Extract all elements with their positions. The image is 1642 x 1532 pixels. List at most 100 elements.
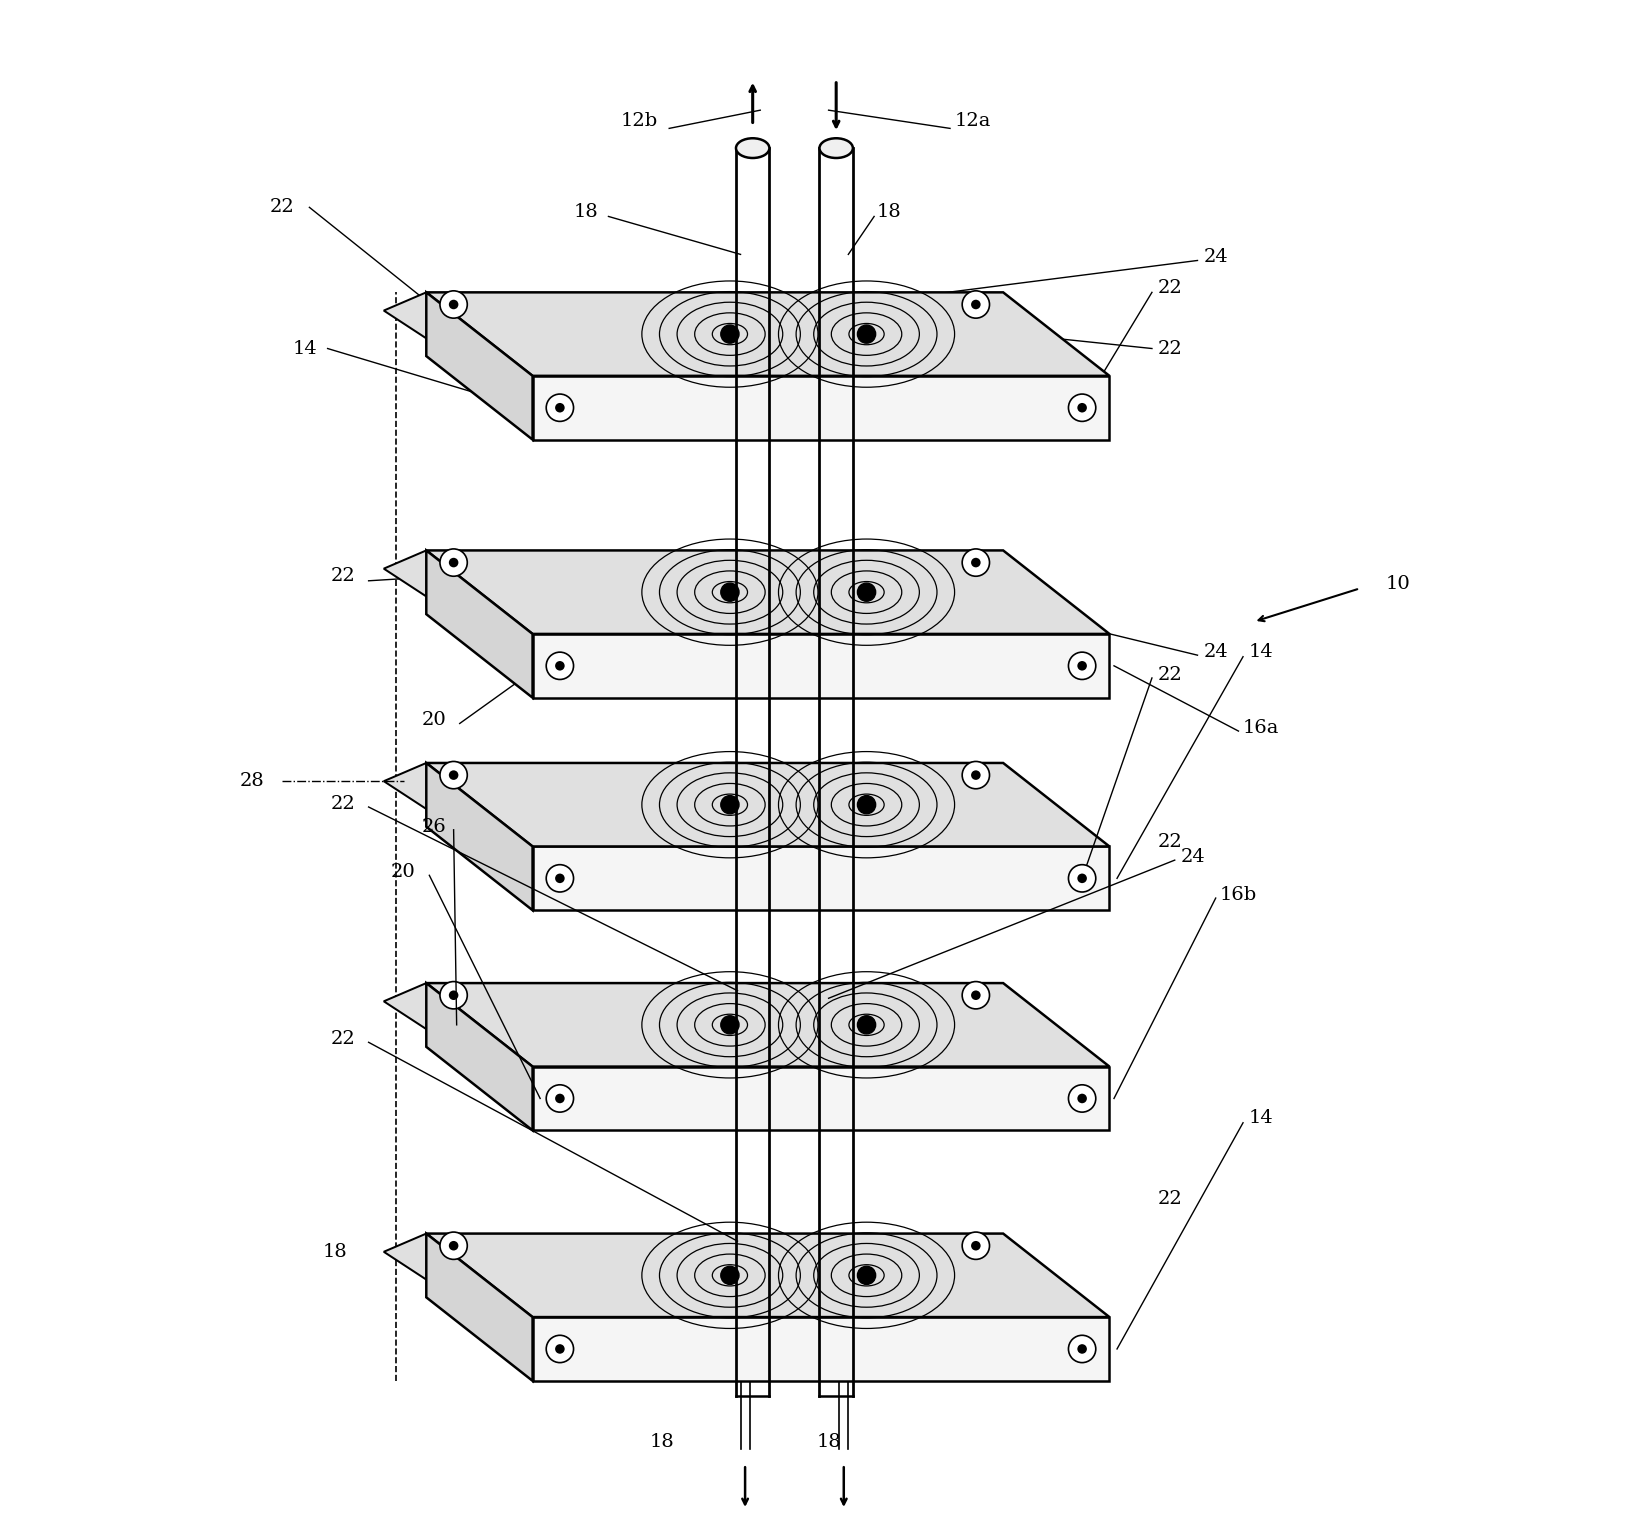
Circle shape bbox=[721, 795, 739, 813]
Polygon shape bbox=[384, 550, 532, 647]
Circle shape bbox=[962, 548, 990, 576]
Polygon shape bbox=[532, 375, 1110, 440]
Circle shape bbox=[970, 991, 980, 1000]
Polygon shape bbox=[427, 763, 1110, 847]
Circle shape bbox=[721, 584, 739, 601]
Text: 26: 26 bbox=[425, 597, 452, 616]
Circle shape bbox=[1069, 864, 1095, 892]
Text: 22: 22 bbox=[1158, 833, 1182, 850]
Text: 18: 18 bbox=[877, 202, 901, 221]
Circle shape bbox=[547, 394, 573, 421]
Ellipse shape bbox=[736, 138, 770, 158]
Circle shape bbox=[1077, 403, 1087, 412]
Ellipse shape bbox=[819, 138, 852, 158]
Circle shape bbox=[448, 991, 458, 1000]
Polygon shape bbox=[532, 1318, 1110, 1380]
Text: 26: 26 bbox=[422, 818, 447, 836]
Text: 14: 14 bbox=[1250, 1109, 1274, 1128]
Polygon shape bbox=[427, 293, 532, 440]
Circle shape bbox=[970, 300, 980, 309]
Text: 22: 22 bbox=[1158, 1190, 1182, 1207]
Circle shape bbox=[448, 771, 458, 780]
Text: 18: 18 bbox=[323, 1242, 348, 1261]
Circle shape bbox=[1069, 653, 1095, 680]
Circle shape bbox=[1069, 394, 1095, 421]
Circle shape bbox=[857, 1016, 875, 1034]
Text: 18: 18 bbox=[649, 1432, 673, 1451]
Circle shape bbox=[547, 864, 573, 892]
Circle shape bbox=[857, 584, 875, 601]
Circle shape bbox=[1077, 660, 1087, 671]
Text: 10: 10 bbox=[1386, 574, 1410, 593]
Text: 24: 24 bbox=[1204, 643, 1228, 662]
Polygon shape bbox=[384, 1233, 532, 1330]
Circle shape bbox=[857, 795, 875, 813]
Polygon shape bbox=[427, 984, 1110, 1066]
Text: 22: 22 bbox=[330, 1030, 355, 1048]
Circle shape bbox=[721, 325, 739, 343]
Text: 14: 14 bbox=[1250, 643, 1274, 662]
Polygon shape bbox=[427, 1233, 532, 1380]
Circle shape bbox=[440, 548, 468, 576]
Text: 20: 20 bbox=[422, 711, 447, 729]
Polygon shape bbox=[427, 1233, 1110, 1318]
Circle shape bbox=[962, 1232, 990, 1259]
Polygon shape bbox=[427, 293, 1110, 375]
Text: 12a: 12a bbox=[954, 112, 992, 130]
Polygon shape bbox=[384, 293, 532, 388]
Text: 22: 22 bbox=[1158, 340, 1182, 357]
Circle shape bbox=[547, 653, 573, 680]
Text: 22: 22 bbox=[1158, 279, 1182, 297]
Text: 20: 20 bbox=[391, 863, 415, 881]
Circle shape bbox=[547, 1336, 573, 1362]
Polygon shape bbox=[384, 763, 532, 858]
Circle shape bbox=[1077, 873, 1087, 882]
Circle shape bbox=[857, 325, 875, 343]
Circle shape bbox=[857, 1267, 875, 1284]
Polygon shape bbox=[532, 1066, 1110, 1131]
Text: 18: 18 bbox=[573, 202, 598, 221]
Circle shape bbox=[1077, 1344, 1087, 1354]
Circle shape bbox=[970, 1241, 980, 1250]
Circle shape bbox=[448, 1241, 458, 1250]
Circle shape bbox=[555, 660, 565, 671]
Polygon shape bbox=[532, 634, 1110, 697]
Circle shape bbox=[962, 982, 990, 1010]
Polygon shape bbox=[427, 984, 532, 1131]
Polygon shape bbox=[384, 984, 532, 1079]
Text: 16a: 16a bbox=[1243, 719, 1279, 737]
Circle shape bbox=[448, 558, 458, 567]
Circle shape bbox=[721, 1016, 739, 1034]
Text: 22: 22 bbox=[330, 795, 355, 813]
Text: 26: 26 bbox=[437, 325, 461, 342]
Circle shape bbox=[448, 300, 458, 309]
Circle shape bbox=[962, 291, 990, 319]
Circle shape bbox=[1069, 1336, 1095, 1362]
Circle shape bbox=[555, 403, 565, 412]
Circle shape bbox=[440, 982, 468, 1010]
Polygon shape bbox=[427, 763, 532, 910]
Circle shape bbox=[555, 873, 565, 882]
Circle shape bbox=[547, 1085, 573, 1112]
Polygon shape bbox=[427, 550, 1110, 634]
Circle shape bbox=[555, 1344, 565, 1354]
Text: 16b: 16b bbox=[1220, 885, 1258, 904]
Circle shape bbox=[970, 558, 980, 567]
Text: 12b: 12b bbox=[621, 112, 657, 130]
Text: 24: 24 bbox=[1204, 248, 1228, 267]
Circle shape bbox=[555, 1094, 565, 1103]
Circle shape bbox=[962, 761, 990, 789]
Polygon shape bbox=[427, 550, 532, 697]
Text: 22: 22 bbox=[330, 567, 355, 585]
Text: 28: 28 bbox=[240, 772, 264, 791]
Circle shape bbox=[721, 1267, 739, 1284]
Circle shape bbox=[440, 1232, 468, 1259]
Text: 14: 14 bbox=[292, 340, 317, 357]
Circle shape bbox=[440, 761, 468, 789]
Circle shape bbox=[1077, 1094, 1087, 1103]
Text: 24: 24 bbox=[1181, 849, 1205, 866]
Circle shape bbox=[970, 771, 980, 780]
Polygon shape bbox=[532, 847, 1110, 910]
Text: 22: 22 bbox=[269, 198, 294, 216]
Circle shape bbox=[440, 291, 468, 319]
